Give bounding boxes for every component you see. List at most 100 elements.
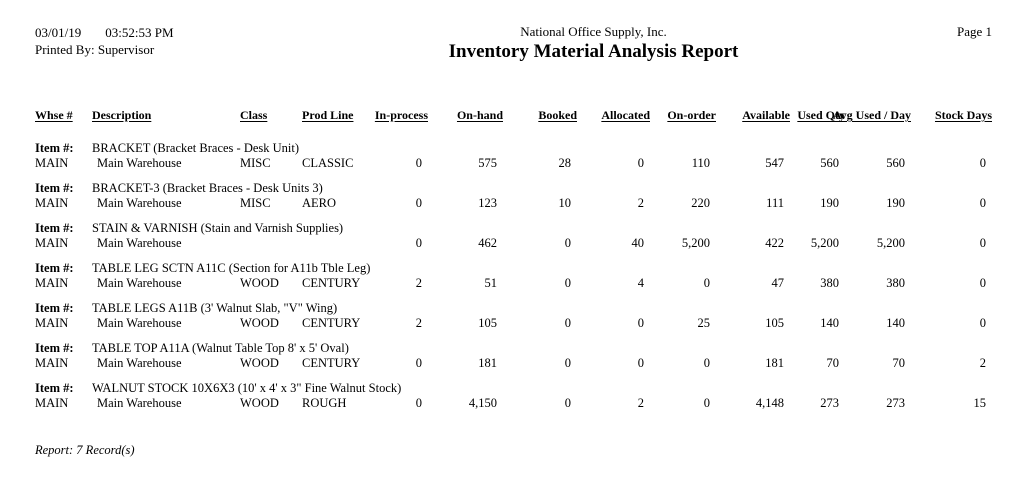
report-header: 03/01/19 03:52:53 PM Printed By: Supervis… — [0, 24, 1029, 64]
booked-cell: 0 — [564, 236, 571, 250]
col-header-in-process: In-process — [374, 108, 428, 122]
on-order-cell: 110 — [691, 156, 710, 170]
col-header-on-order: On-order — [667, 108, 716, 122]
col-header-prod-line: Prod Line — [302, 108, 354, 122]
item-number-label: Item #: — [35, 141, 74, 155]
avg-used-day-cell: 190 — [886, 196, 905, 210]
stock-days-cell: 0 — [979, 236, 986, 250]
on-hand-cell: 462 — [478, 236, 497, 250]
page-number: Page 1 — [956, 24, 992, 39]
stock-days-cell: 0 — [979, 276, 986, 290]
item-description: WALNUT STOCK 10X6X3 (10' x 4' x 3" Fine … — [92, 381, 402, 395]
item-group: Item #: TABLE TOP A11A (Walnut Table Top… — [0, 341, 1029, 371]
warehouse-detail-line: MAIN Main Warehouse WOOD CENTURY 0 181 0… — [0, 356, 1029, 371]
on-order-cell: 25 — [697, 316, 711, 330]
report-date: 03/01/19 — [35, 25, 82, 40]
class-cell: WOOD — [240, 276, 279, 290]
item-description: TABLE TOP A11A (Walnut Table Top 8' x 5'… — [92, 341, 349, 355]
stock-days-cell: 0 — [979, 156, 986, 170]
avg-used-day-cell: 273 — [886, 396, 905, 410]
on-hand-cell: 181 — [478, 356, 497, 370]
report-time: 03:52:53 PM — [105, 25, 174, 40]
warehouse-code: MAIN — [35, 316, 69, 330]
class-cell: MISC — [240, 196, 271, 210]
booked-cell: 0 — [564, 356, 571, 370]
item-number-label: Item #: — [35, 181, 74, 195]
warehouse-name: Main Warehouse — [97, 316, 182, 330]
in-process-cell: 0 — [415, 396, 422, 410]
prod-line-cell: ROUGH — [302, 396, 347, 410]
item-group: Item #: TABLE LEGS A11B (3' Walnut Slab,… — [0, 301, 1029, 331]
in-process-cell: 0 — [415, 236, 422, 250]
booked-cell: 0 — [564, 276, 571, 290]
allocated-cell: 0 — [637, 316, 644, 330]
item-group: Item #: WALNUT STOCK 10X6X3 (10' x 4' x … — [0, 381, 1029, 411]
used-qty-cell: 273 — [820, 396, 839, 410]
item-group: Item #: STAIN & VARNISH (Stain and Varni… — [0, 221, 1029, 251]
col-header-on-hand: On-hand — [456, 108, 503, 122]
record-count-summary: Report: 7 Record(s) — [35, 443, 135, 457]
stock-days-cell: 0 — [979, 196, 986, 210]
table-body: Item #: BRACKET (Bracket Braces - Desk U… — [0, 141, 1029, 411]
warehouse-detail-line: MAIN Main Warehouse 0 462 0 40 5,200 422… — [0, 236, 1029, 251]
warehouse-detail-line: MAIN Main Warehouse MISC AERO 0 123 10 2… — [0, 196, 1029, 211]
class-cell: WOOD — [240, 316, 279, 330]
item-header-line: Item #: TABLE TOP A11A (Walnut Table Top… — [0, 341, 1029, 356]
printed-by-value: Supervisor — [97, 42, 155, 57]
warehouse-detail-line: MAIN Main Warehouse WOOD CENTURY 2 51 0 … — [0, 276, 1029, 291]
used-qty-cell: 140 — [820, 316, 839, 330]
item-number-label: Item #: — [35, 221, 74, 235]
in-process-cell: 0 — [415, 196, 422, 210]
item-number-label: Item #: — [35, 301, 74, 315]
avg-used-day-cell: 560 — [886, 156, 905, 170]
col-header-allocated: Allocated — [601, 108, 650, 122]
allocated-cell: 0 — [637, 356, 644, 370]
in-process-cell: 0 — [415, 156, 422, 170]
warehouse-name: Main Warehouse — [97, 236, 182, 250]
class-cell: MISC — [240, 156, 271, 170]
col-header-stock-days: Stock Days — [934, 108, 992, 122]
stock-days-cell: 2 — [979, 356, 986, 370]
item-group: Item #: BRACKET (Bracket Braces - Desk U… — [0, 141, 1029, 171]
warehouse-code: MAIN — [35, 156, 69, 170]
col-header-class: Class — [240, 108, 268, 122]
prod-line-cell: CENTURY — [302, 356, 361, 370]
item-number-label: Item #: — [35, 341, 74, 355]
avg-used-day-cell: 380 — [886, 276, 905, 290]
col-header-available: Available — [742, 108, 790, 122]
prod-line-cell: CENTURY — [302, 316, 361, 330]
allocated-cell: 4 — [637, 276, 644, 290]
on-order-cell: 220 — [691, 196, 710, 210]
in-process-cell: 0 — [415, 356, 422, 370]
col-header-avg-used-day: Avg Used / Day — [832, 108, 911, 122]
item-description: TABLE LEG SCTN A11C (Section for A11b Tb… — [92, 261, 371, 275]
item-group: Item #: BRACKET-3 (Bracket Braces - Desk… — [0, 181, 1029, 211]
avg-used-day-cell: 5,200 — [876, 236, 905, 250]
prod-line-cell: CLASSIC — [302, 156, 354, 170]
avg-used-day-cell: 140 — [886, 316, 905, 330]
warehouse-code: MAIN — [35, 236, 69, 250]
allocated-cell: 2 — [637, 396, 644, 410]
warehouse-code: MAIN — [35, 276, 69, 290]
printed-by-label: Printed By: — [35, 42, 95, 57]
allocated-cell: 0 — [637, 156, 644, 170]
available-cell: 4,148 — [755, 396, 784, 410]
on-hand-cell: 105 — [478, 316, 497, 330]
stock-days-cell: 0 — [979, 316, 986, 330]
warehouse-name: Main Warehouse — [97, 156, 182, 170]
class-cell — [240, 236, 302, 251]
booked-cell: 28 — [558, 156, 572, 170]
column-header-row: Whse # Description Class Prod Line In-pr… — [0, 108, 1029, 125]
item-header-line: Item #: TABLE LEG SCTN A11C (Section for… — [0, 261, 1029, 276]
item-header-line: Item #: WALNUT STOCK 10X6X3 (10' x 4' x … — [0, 381, 1029, 396]
item-description: BRACKET (Bracket Braces - Desk Unit) — [92, 141, 300, 155]
col-header-used-qty: Used Qty — [797, 108, 845, 122]
used-qty-cell: 380 — [820, 276, 839, 290]
report-title: Inventory Material Analysis Report — [448, 41, 739, 62]
warehouse-detail-line: MAIN Main Warehouse MISC CLASSIC 0 575 2… — [0, 156, 1029, 171]
on-order-cell: 5,200 — [681, 236, 710, 250]
on-hand-cell: 575 — [478, 156, 497, 170]
class-cell: WOOD — [240, 396, 279, 410]
used-qty-cell: 560 — [820, 156, 839, 170]
